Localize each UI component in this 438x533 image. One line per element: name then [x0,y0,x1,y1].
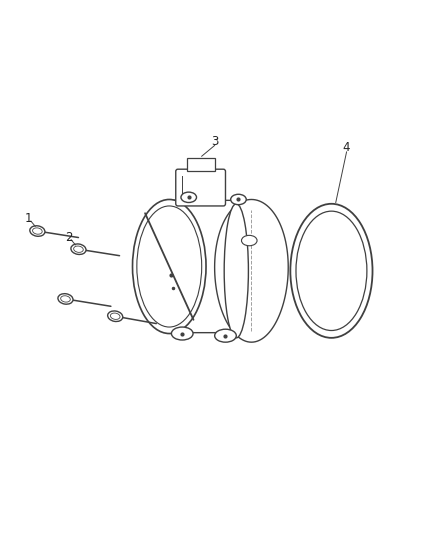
Ellipse shape [110,313,120,319]
Ellipse shape [74,246,83,252]
Ellipse shape [290,204,372,338]
Ellipse shape [215,329,236,342]
Ellipse shape [241,236,257,246]
Ellipse shape [224,204,248,338]
Ellipse shape [231,195,246,205]
Text: 4: 4 [343,141,350,154]
Ellipse shape [181,192,197,203]
Bar [187,158,215,172]
Ellipse shape [133,199,206,334]
Ellipse shape [32,228,42,234]
Text: 1: 1 [25,213,32,225]
Ellipse shape [30,226,45,236]
Polygon shape [215,199,288,342]
Ellipse shape [61,296,70,302]
Ellipse shape [108,311,123,321]
FancyBboxPatch shape [164,200,240,333]
FancyBboxPatch shape [176,169,226,206]
Ellipse shape [296,211,367,330]
Ellipse shape [71,244,86,254]
Text: 3: 3 [211,135,219,148]
Ellipse shape [137,206,202,327]
Ellipse shape [58,294,73,304]
Ellipse shape [171,327,193,340]
Text: 2: 2 [65,231,72,244]
